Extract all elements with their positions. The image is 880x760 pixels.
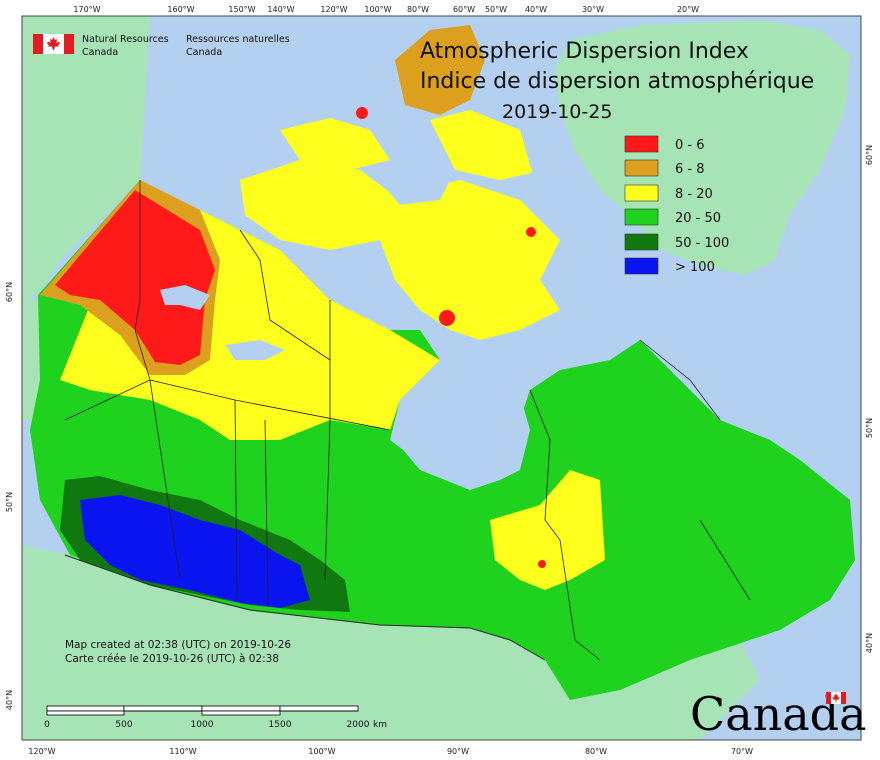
bottom-ticks: 120°W 110°W 100°W 90°W 80°W 70°W xyxy=(28,747,753,756)
wordmark-flag-right xyxy=(841,692,846,704)
wordmark-flag-left xyxy=(826,692,831,704)
provincial-borders xyxy=(64,180,751,661)
bottom-tick: 80°W xyxy=(585,747,607,756)
scale-segment xyxy=(46,705,125,712)
left-tick: 60°N xyxy=(5,282,14,302)
top-tick: 160°W xyxy=(167,5,194,14)
zone-blue-west xyxy=(80,495,310,608)
right-ticks: 60°N 50°N 40°N xyxy=(865,145,874,653)
legend-label: 8 - 20 xyxy=(675,187,713,202)
org-fr-line1: Ressources naturelles xyxy=(186,34,290,45)
org-en-line2: Canada xyxy=(82,47,118,58)
scale-label: 0 xyxy=(44,720,50,730)
created-note-fr: Carte créée le 2019-10-26 (UTC) à 02:38 xyxy=(65,653,279,665)
legend-swatch-5 xyxy=(624,257,659,275)
map-date: 2019-10-25 xyxy=(502,101,612,123)
canada-wordmark: Canada xyxy=(690,687,867,741)
org-en-line1: Natural Resources xyxy=(82,34,169,45)
left-tick: 40°N xyxy=(5,690,14,710)
created-note-en: Map created at 02:38 (UTC) on 2019-10-26 xyxy=(65,639,291,651)
scale-segment xyxy=(279,705,359,712)
top-tick: 170°W xyxy=(73,5,100,14)
legend-label: 50 - 100 xyxy=(675,236,729,251)
scale-segment xyxy=(201,710,281,716)
right-tick: 40°N xyxy=(865,633,874,653)
bottom-tick: 100°W xyxy=(308,747,335,756)
org-fr-line2: Canada xyxy=(186,47,222,58)
scale-unit: km xyxy=(373,720,387,730)
legend: 0 - 6 6 - 8 8 - 20 20 - 50 50 - 100 > 10… xyxy=(624,135,729,275)
baffin-bay xyxy=(520,110,600,240)
top-tick: 60°W xyxy=(453,5,475,14)
scale-bar: 0 500 1000 1500 2000 km xyxy=(44,705,387,730)
hudson-strait xyxy=(460,320,580,375)
top-tick: 30°W xyxy=(582,5,604,14)
legend-swatch-1 xyxy=(624,159,659,177)
legend-swatch-3 xyxy=(624,208,659,226)
top-tick: 40°W xyxy=(525,5,547,14)
bottom-tick: 120°W xyxy=(28,747,55,756)
legend-swatch-4 xyxy=(624,233,659,251)
left-tick: 50°N xyxy=(5,492,14,512)
zone-yellow-arctic-3 xyxy=(430,110,545,180)
top-tick: 150°W xyxy=(228,5,255,14)
top-tick: 140°W xyxy=(267,5,294,14)
top-tick: 80°W xyxy=(407,5,429,14)
bottom-tick: 110°W xyxy=(169,747,196,756)
zone-orange-ellesmere xyxy=(395,25,485,115)
usa-land xyxy=(22,545,760,740)
right-tick: 60°N xyxy=(865,145,874,165)
map-title-en: Atmospheric Dispersion Index xyxy=(420,39,749,64)
flag-bar-left xyxy=(33,34,43,54)
zone-red-hudson-island xyxy=(439,310,455,326)
scale-segment xyxy=(46,710,125,716)
scale-label: 2000 xyxy=(347,720,370,730)
bottom-tick: 70°W xyxy=(731,747,753,756)
map-title-fr: Indice de dispersion atmosphérique xyxy=(420,69,814,94)
alaska-land xyxy=(22,16,150,300)
zone-yellow-baffin xyxy=(380,180,560,340)
scale-label: 1500 xyxy=(269,720,292,730)
top-tick: 120°W xyxy=(320,5,347,14)
legend-swatch-0 xyxy=(624,135,659,153)
top-ticks: 170°W 160°W 150°W 140°W 120°W 100°W 80°W… xyxy=(73,5,699,14)
top-tick: 100°W xyxy=(364,5,391,14)
wordmark-maple-leaf-icon xyxy=(832,693,840,702)
legend-label: 20 - 50 xyxy=(675,211,721,226)
zone-yellow-quebec xyxy=(490,470,605,590)
scale-segment xyxy=(201,705,281,712)
legend-label: 6 - 8 xyxy=(675,162,705,177)
great-bear-lake xyxy=(160,285,210,310)
zone-yellow-arctic-1 xyxy=(240,160,400,250)
zone-yellow-arctic-2 xyxy=(280,118,390,170)
zone-red-quebec-spot xyxy=(538,560,546,568)
scale-label: 500 xyxy=(115,720,132,730)
bottom-tick: 90°W xyxy=(447,747,469,756)
zone-red-arctic-spot xyxy=(356,107,368,119)
scale-segment xyxy=(123,705,203,712)
arctic-channel-1 xyxy=(370,160,455,205)
nrcan-signature: Natural Resources Canada Ressources natu… xyxy=(33,34,290,58)
legend-label: > 100 xyxy=(675,260,715,275)
zone-red-baffin-spot xyxy=(526,227,536,237)
zone-red-yukon xyxy=(55,190,215,365)
flag-bar-right xyxy=(64,34,74,54)
great-slave-lake xyxy=(225,340,285,360)
hudson-bay xyxy=(390,360,530,480)
legend-label: 0 - 6 xyxy=(675,138,705,153)
scale-label: 1000 xyxy=(191,720,214,730)
legend-swatch-2 xyxy=(624,184,659,202)
left-ticks: 60°N 50°N 40°N xyxy=(5,282,14,710)
maple-leaf-icon xyxy=(47,37,60,50)
top-tick: 20°W xyxy=(677,5,699,14)
us-canada-border xyxy=(64,554,546,661)
top-tick: 50°W xyxy=(485,5,507,14)
right-tick: 50°N xyxy=(865,418,874,438)
